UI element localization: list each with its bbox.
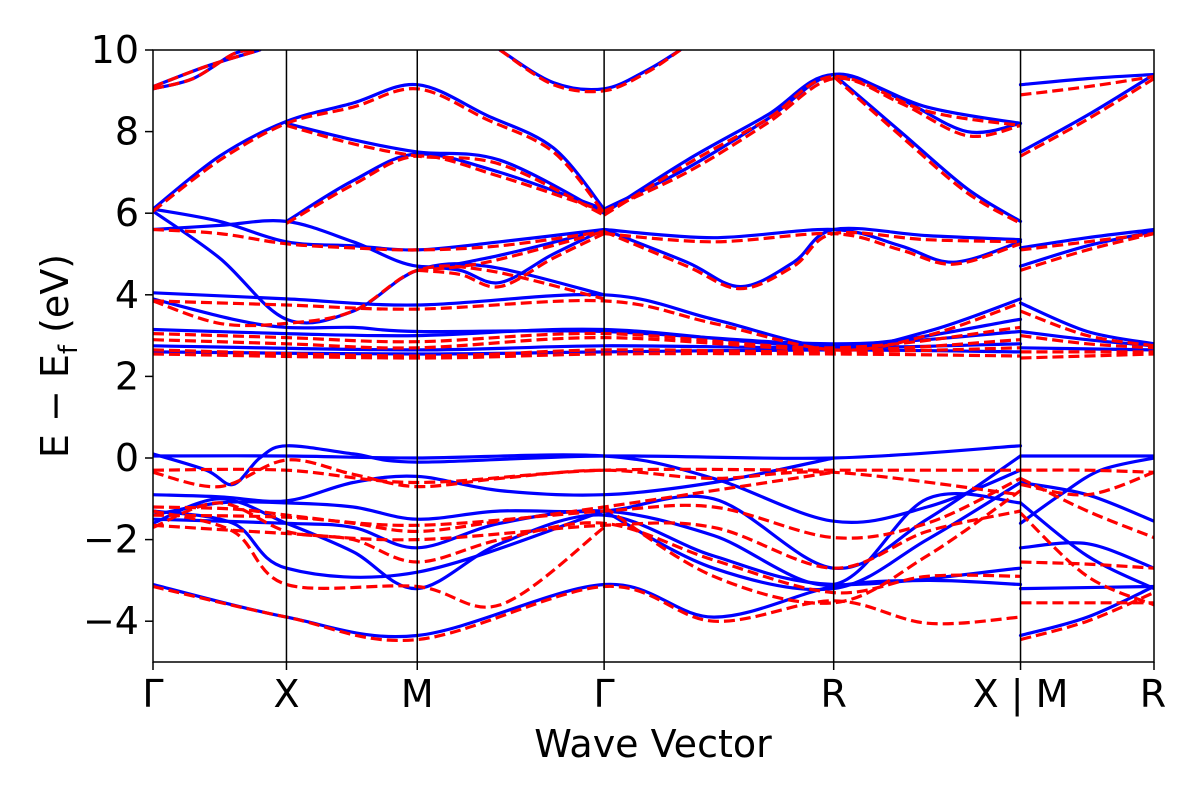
band-line-dashed-d18 [1020, 232, 1154, 272]
band-line-dashed-d37 [153, 584, 1021, 642]
band-line-dashed-d29 [153, 467, 1021, 485]
band-line-solid-s14 [415, 227, 606, 285]
y-tick-label-0: −4 [83, 599, 139, 643]
band-line-dashed-d15 [603, 230, 1021, 291]
band-line-dashed-d33 [153, 509, 1021, 570]
band-line-solid-s13 [153, 219, 606, 269]
band-line-dashed-d11 [1020, 74, 1154, 97]
band-line-dashed-d42 [1019, 511, 1154, 607]
band-line-dashed-d1 [153, 50, 261, 89]
band-line-dashed-d20 [153, 298, 1022, 352]
plot-frame [152, 49, 1155, 663]
band-line-dashed-d4 [286, 123, 605, 217]
band-line-solid-s30 [153, 456, 836, 503]
y-tick-label-2: 0 [115, 436, 139, 480]
band-line-dashed-d30 [153, 458, 1021, 497]
band-line-solid-s32 [153, 491, 1023, 587]
y-tick-label-4: 4 [115, 273, 139, 317]
band-line-solid-s10 [1018, 72, 1154, 87]
band-line-dashed-d7 [603, 76, 1021, 213]
y-tick-label-7: 10 [91, 28, 139, 72]
y-tick-label-5: 6 [115, 191, 139, 235]
y-axis-title-subscript: f [54, 344, 84, 354]
x-axis: Γ X M Γ R X | M R [142, 662, 1166, 717]
band-line-dashed-d44 [1020, 591, 1154, 642]
band-line-solid-s42 [1018, 584, 1154, 591]
band-line-solid-s9 [832, 72, 1023, 223]
band-line-dashed-d38 [1020, 468, 1154, 474]
band-line-solid-s17 [1018, 227, 1154, 250]
x-tick-label-5: X | M [973, 672, 1069, 717]
band-line-solid-s3 [153, 82, 606, 211]
y-tick-label-3: 2 [115, 354, 139, 398]
band-line-solid-s28 [153, 444, 1023, 487]
x-tick-label-3: Γ [594, 672, 615, 716]
x-tick-label-6: R [1140, 672, 1166, 716]
band-line-dashed-d8 [603, 74, 1021, 217]
band-line-dashed-d5 [285, 154, 605, 225]
band-line-dashed-d25 [1019, 309, 1154, 348]
band-line-dashed-d35 [153, 509, 606, 609]
band-line-dashed-d12 [153, 227, 605, 252]
x-tick-label-4: R [820, 672, 846, 716]
band-line-solid-s39 [1018, 456, 1154, 525]
band-line-solid-s40 [1018, 541, 1154, 570]
band-line-solid-s11 [1018, 72, 1154, 154]
band-line-dashed-d39 [1019, 476, 1154, 540]
x-tick-label-2: M [401, 672, 434, 716]
band-line-solid-s12 [153, 207, 606, 252]
band-line-solid-s19 [153, 209, 606, 325]
band-line-dashed-d14 [417, 232, 605, 289]
band-line-dashed-d28 [1020, 352, 1154, 360]
band-line-solid-s7 [602, 72, 1023, 211]
band-line-dashed-d26 [1020, 334, 1154, 350]
y-axis-title: E − Ef (eV) [33, 254, 84, 458]
series-solid [153, 50, 1154, 639]
band-line-dashed-d10 [1019, 77, 1154, 158]
band-line-dashed-d31 [153, 470, 834, 534]
x-axis-title: Wave Vector [534, 722, 772, 766]
band-line-solid-s8 [602, 72, 1023, 215]
band-line-solid-s25 [1018, 301, 1154, 346]
band-line-dashed-d40 [1020, 470, 1154, 497]
band-line-dashed-d17 [1020, 232, 1154, 252]
band-line-solid-s5 [284, 152, 606, 223]
band-line-dashed-d3 [153, 87, 606, 215]
band-line-solid-s36 [153, 578, 1023, 639]
band-line-solid-s4 [284, 121, 606, 215]
x-tick-label-0: Γ [142, 672, 163, 716]
band-line-dashed-d19 [153, 264, 605, 328]
band-line-solid-s41 [1018, 501, 1154, 591]
y-tick-label-1: −2 [83, 518, 139, 562]
x-tick-label-1: X [273, 672, 299, 716]
y-axis: −4 −2 0 2 4 6 8 10 [83, 28, 153, 643]
band-line-solid-s15 [602, 226, 1023, 289]
y-axis-title-main: E − E [33, 354, 77, 458]
band-line-dashed-d34 [153, 501, 1021, 595]
k-point-separators [285, 50, 1022, 662]
band-line-dashed-d36 [603, 489, 1022, 605]
band-line-solid-s26 [1018, 329, 1154, 348]
band-line-dashed-d6 [499, 50, 682, 94]
band-line-dashed-d13 [417, 230, 605, 272]
band-line-solid-s27 [1018, 346, 1154, 352]
y-tick-label-6: 8 [115, 110, 139, 154]
band-line-dashed-d41 [1020, 560, 1154, 570]
series-layer [153, 50, 1154, 642]
band-line-solid-s43 [1018, 584, 1154, 638]
y-axis-title-unit: (eV) [33, 254, 77, 345]
band-line-dashed-d9 [832, 75, 1022, 225]
band-line-dashed-d16 [603, 231, 1021, 266]
band-line-solid-s34 [153, 509, 606, 579]
band-line-solid-s31 [153, 454, 1023, 570]
band-line-dashed-d32 [153, 476, 1022, 540]
